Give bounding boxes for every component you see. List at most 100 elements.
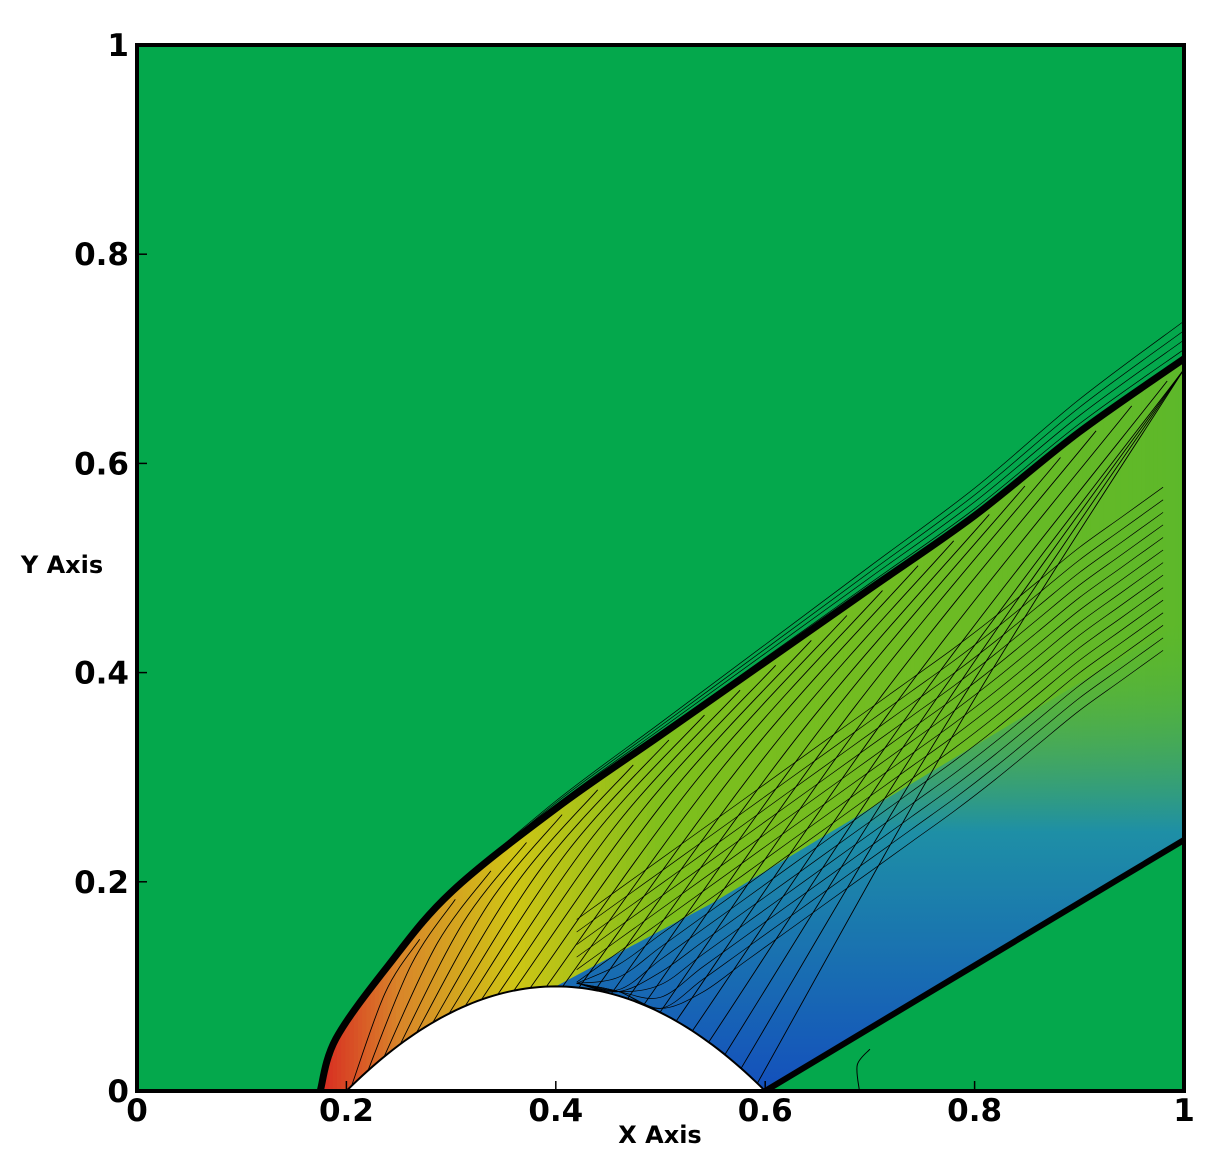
field-strip [734,681,740,1065]
contour-line [576,625,1164,999]
field-strip [353,1010,359,1082]
x-tick-label: 0.8 [947,1093,1002,1129]
field-strip [383,969,389,1056]
field-strip [722,690,728,1055]
axes: 0 0.2 0.4 0.6 0.8 1 0 0.2 0.4 0.6 0.8 1 [74,28,1195,1129]
field-strip [596,778,602,991]
field-strip [441,900,447,1017]
field-strip [609,769,615,994]
field-strip [517,837,523,990]
contour-line [576,524,1164,958]
contour-line [529,640,812,989]
field-strip [584,787,590,989]
field-strip [680,719,686,1025]
contour-line [675,405,1133,1022]
field-strip [521,834,527,989]
field-strip [374,981,380,1063]
field-strip [646,743,652,1008]
field-strip [496,854,502,995]
contour-line [399,842,527,1045]
field-strip [605,772,610,993]
field-strip [341,1028,347,1091]
field-strip [324,1070,330,1091]
field-strip [718,693,724,1051]
field-strip [730,684,736,1062]
x-tick-label: 0 [126,1093,148,1129]
field-strip [659,734,665,1014]
contour-line [448,764,634,1014]
field-strip [491,857,497,996]
contour-line [576,499,1164,933]
field-strip [387,964,393,1053]
field-strip [500,851,506,994]
contour-line [562,590,883,987]
field-strip [395,954,401,1047]
contour-line [594,540,955,991]
field-strip [672,725,678,1020]
field-strip [370,987,376,1067]
field-strip [655,737,661,1012]
field-strip [651,740,657,1010]
contour-line [740,369,1184,1069]
field-strip [550,811,556,987]
field-strip [621,760,627,998]
field-strip [588,784,594,990]
y-tick-label: 1 [107,28,129,64]
contour-line [432,789,599,1023]
field-strip [613,766,619,995]
contour-line [578,565,919,988]
y-tick-label: 0.6 [74,446,129,482]
field-strip [475,871,481,1002]
field-strip [512,841,518,991]
x-axis-title: X Axis [618,1121,701,1149]
field-strip [739,678,745,1069]
field-strip [458,884,464,1009]
field-strip [575,793,581,988]
tail-shock [763,837,1184,1091]
field-strip [705,702,711,1042]
field-strip [630,755,636,1001]
field-strip [663,731,669,1016]
contour-line [513,664,777,991]
contour-line [367,899,456,1071]
expansion-region [555,620,1184,1091]
contour-line [724,369,1184,1055]
band-lines [576,486,1164,1009]
field-strip [634,752,640,1002]
contour-line [576,512,1164,945]
field-strip [445,895,451,1015]
contour-field [137,45,1184,1091]
field-strip [567,799,573,987]
contour-line [546,615,848,987]
contour-line [576,574,1164,984]
field-strip [667,728,673,1018]
field-strip [378,975,384,1060]
field-strip [508,844,514,992]
field-strip [642,746,648,1006]
contour-line [692,380,1168,1032]
contour-line [576,549,1164,983]
field-strip [357,1005,363,1078]
contour-line [576,650,1164,1009]
field-strip [466,878,472,1005]
field-strip [542,817,548,987]
plot-frame [135,43,1186,1093]
contour-line [756,369,1184,1084]
field-strip [332,1042,338,1091]
contour-line [576,612,1164,992]
contour-line [464,739,670,1007]
field-strip [454,888,460,1011]
field-strip [470,874,476,1003]
field-strip [684,717,690,1028]
field-strip [697,708,703,1036]
contour-line [481,714,705,1000]
field-strip [416,930,422,1032]
field-strip [625,758,631,999]
field-strip [533,824,539,988]
contour-line [643,457,1061,1006]
field-strip [747,673,753,1076]
contour-line [450,320,1184,890]
x-tick-label: 1 [1173,1093,1195,1129]
field-strip [403,944,409,1040]
field-strip [433,910,439,1021]
